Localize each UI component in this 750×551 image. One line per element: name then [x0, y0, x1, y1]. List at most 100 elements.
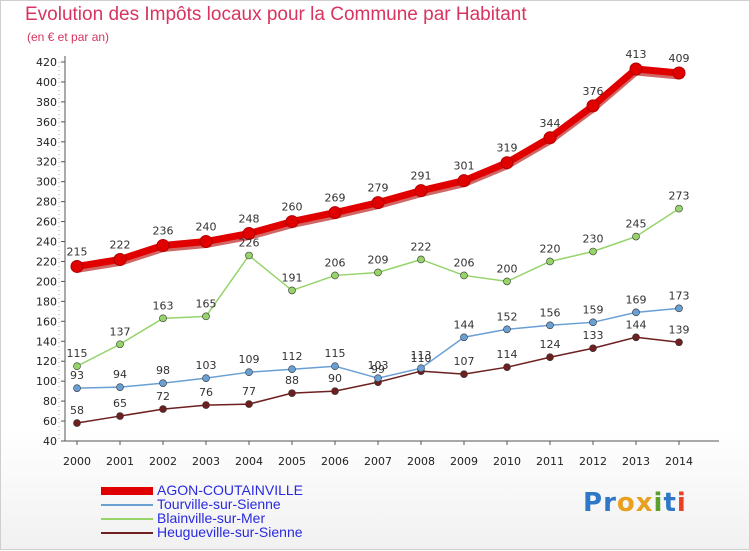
- data-point: [285, 215, 299, 229]
- data-point: [331, 271, 339, 280]
- data-label: 110: [411, 352, 432, 365]
- data-point: [417, 364, 425, 372]
- data-point: [629, 62, 643, 76]
- logo-letter: o: [616, 488, 636, 518]
- data-point: [116, 340, 124, 349]
- data-point: [116, 412, 124, 420]
- logo-letter: P: [583, 488, 604, 518]
- data-label: 98: [156, 364, 170, 377]
- y-tick-label: 100: [36, 375, 57, 388]
- logo-letter: t: [663, 488, 677, 518]
- logo-letter: i: [653, 488, 664, 518]
- data-label: 230: [583, 233, 604, 246]
- data-label: 165: [196, 297, 217, 310]
- data-label: 115: [325, 347, 346, 360]
- y-tick-label: 300: [36, 176, 57, 189]
- data-point: [245, 251, 253, 260]
- data-point: [503, 363, 511, 371]
- data-point: [159, 405, 167, 413]
- legend-swatch: [101, 487, 153, 495]
- data-label: 248: [239, 213, 260, 226]
- chart-subtitle: (en € et par an): [27, 30, 110, 44]
- data-point: [589, 318, 597, 327]
- data-label: 191: [282, 271, 303, 284]
- data-label: 144: [454, 318, 475, 331]
- data-point: [374, 374, 382, 382]
- data-point: [245, 400, 253, 408]
- data-label: 159: [583, 303, 604, 316]
- data-label: 206: [454, 256, 475, 269]
- data-label: 114: [497, 348, 518, 361]
- data-point: [675, 338, 683, 347]
- legend-label: AGON-COUTAINVILLE: [157, 482, 303, 498]
- legend-swatch: [101, 532, 153, 534]
- x-tick-label: 2010: [493, 455, 521, 468]
- data-point: [202, 374, 210, 382]
- legend-label: Heugueville-sur-Sienne: [157, 524, 303, 540]
- y-tick-label: 60: [43, 415, 57, 428]
- data-label: 260: [282, 201, 303, 214]
- data-label: 279: [368, 182, 389, 195]
- x-tick-label: 2004: [235, 455, 263, 468]
- data-label: 269: [325, 192, 346, 205]
- y-tick-label: 400: [36, 76, 57, 89]
- data-point: [288, 286, 296, 295]
- logo-letter: x: [635, 488, 654, 518]
- chart-title: Evolution des Impôts locaux pour la Comm…: [25, 4, 527, 25]
- data-point: [589, 247, 597, 256]
- data-label: 109: [239, 353, 260, 366]
- x-tick-label: 2002: [149, 455, 177, 468]
- x-tick-label: 2014: [665, 455, 693, 468]
- x-tick-label: 2006: [321, 455, 349, 468]
- data-label: 90: [328, 372, 342, 385]
- data-label: 137: [110, 325, 131, 338]
- data-label: 273: [669, 190, 690, 203]
- data-label: 413: [626, 48, 647, 61]
- data-point: [632, 333, 640, 342]
- data-point: [245, 368, 253, 376]
- y-tick-label: 360: [36, 116, 57, 129]
- data-label: 245: [626, 218, 647, 231]
- data-label: 215: [67, 245, 88, 258]
- data-point: [460, 370, 468, 378]
- data-point: [414, 184, 428, 198]
- data-label: 376: [583, 85, 604, 98]
- data-label: 206: [325, 256, 346, 269]
- y-tick-label: 260: [36, 216, 57, 229]
- data-point: [546, 257, 554, 266]
- data-label: 344: [540, 117, 561, 130]
- data-label: 112: [282, 350, 303, 363]
- data-label: 139: [669, 323, 690, 336]
- data-point: [159, 379, 167, 387]
- x-tick-label: 2008: [407, 455, 435, 468]
- data-label: 107: [454, 355, 475, 368]
- data-label: 93: [70, 369, 84, 382]
- data-label: 88: [285, 374, 299, 387]
- data-point: [73, 362, 81, 370]
- y-tick-label: 200: [36, 275, 57, 288]
- data-point: [331, 387, 339, 395]
- legend-swatch: [101, 518, 153, 520]
- data-label: 133: [583, 329, 604, 342]
- y-tick-label: 220: [36, 255, 57, 268]
- data-label: 222: [411, 240, 432, 253]
- data-point: [116, 383, 124, 391]
- data-point: [546, 353, 554, 362]
- data-label: 409: [669, 52, 690, 65]
- data-label: 65: [113, 397, 127, 410]
- y-tick-label: 380: [36, 96, 57, 109]
- data-label: 236: [153, 225, 174, 238]
- data-point: [374, 268, 382, 277]
- data-point: [589, 344, 597, 353]
- data-label: 77: [242, 385, 256, 398]
- x-tick-label: 2013: [622, 455, 650, 468]
- logo-letter: r: [603, 488, 617, 518]
- y-tick-label: 120: [36, 355, 57, 368]
- data-point: [632, 232, 640, 241]
- data-point: [675, 204, 683, 213]
- data-label: 226: [239, 236, 260, 249]
- data-point: [672, 66, 686, 80]
- data-point: [460, 271, 468, 280]
- x-tick-label: 2009: [450, 455, 478, 468]
